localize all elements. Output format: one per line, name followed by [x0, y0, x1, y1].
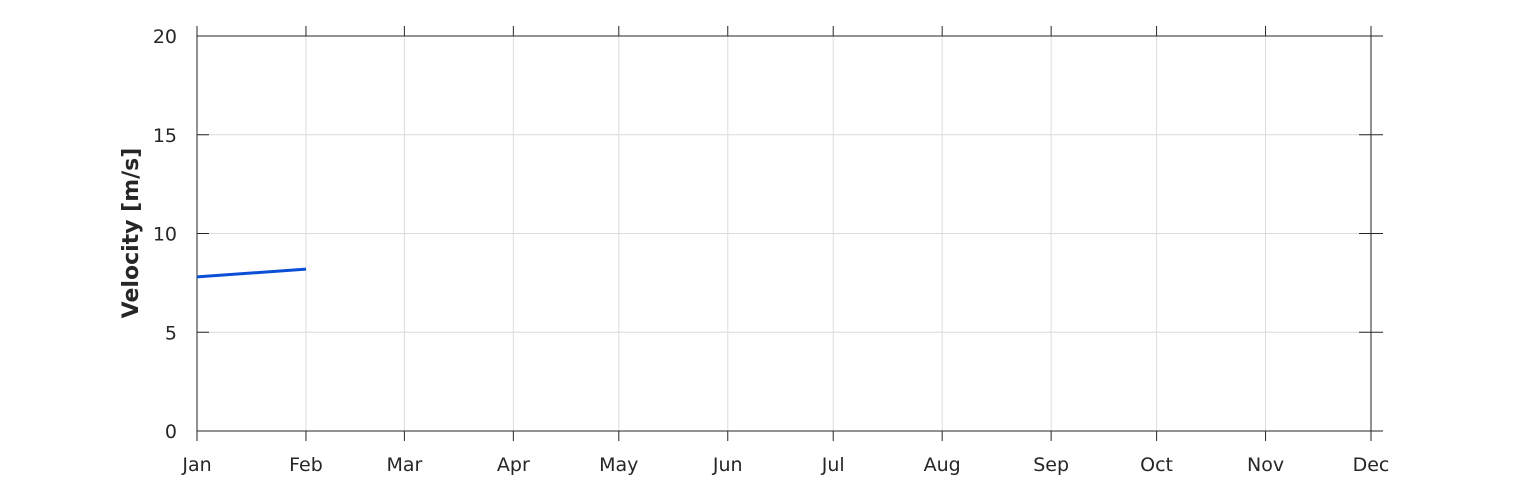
- x-tick-label: Oct: [1140, 454, 1173, 476]
- x-axis-tick-labels: Jan Feb Mar Apr May Jun Jul Aug Sep Oct Nov Dec: [181, 454, 1389, 476]
- y-tick-label: 10: [153, 224, 177, 246]
- x-tick-label: Jul: [821, 454, 845, 476]
- x-tick-label: May: [599, 454, 638, 476]
- x-tick-label: Aug: [924, 454, 961, 476]
- x-tick-label: Jan: [181, 454, 211, 476]
- x-tick-label: Apr: [497, 454, 530, 476]
- y-axis-tick-labels: 0 5 10 15 20: [153, 26, 177, 443]
- x-tick-label: Dec: [1353, 454, 1390, 476]
- series-layer: [196, 267, 307, 279]
- y-tick-label: 20: [153, 26, 177, 48]
- x-tick-label: Sep: [1033, 454, 1069, 476]
- velocity-series-line: [196, 267, 307, 279]
- grid: [196, 35, 1372, 432]
- y-tick-label: 15: [153, 125, 177, 147]
- axis-ticks: [196, 26, 1383, 441]
- y-axis-label: Velocity [m/s]: [119, 148, 144, 319]
- y-tick-label: 5: [165, 322, 177, 344]
- x-tick-label: Jun: [712, 454, 743, 476]
- x-tick-label: Nov: [1247, 454, 1284, 476]
- x-tick-label: Feb: [289, 454, 323, 476]
- x-tick-label: Mar: [386, 454, 422, 476]
- y-tick-label: 0: [165, 421, 177, 443]
